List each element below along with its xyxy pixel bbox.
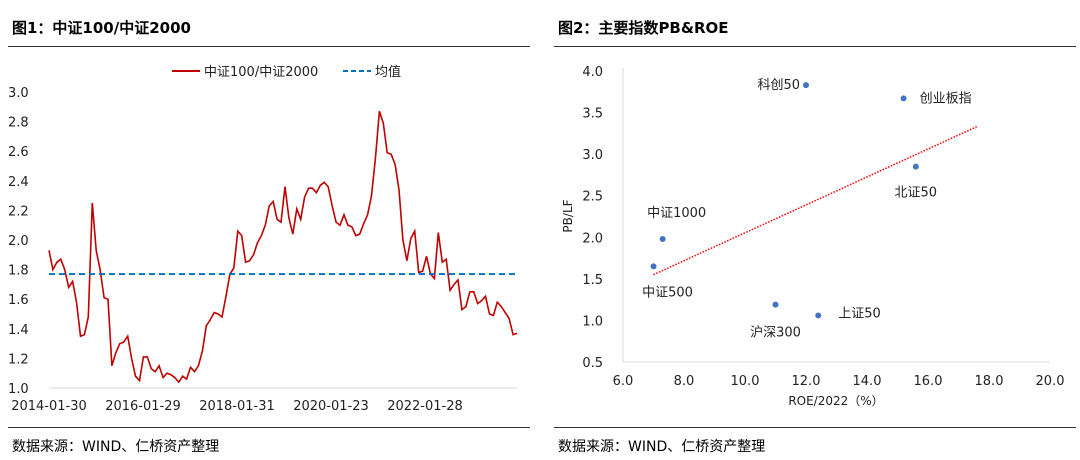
y-tick-label: 4.0 [582,65,603,80]
x-tick-label: 2014-01-30 [11,399,87,414]
data-label: 中证500 [642,285,693,300]
divider [554,46,1076,47]
y-tick-label: 2.0 [8,234,29,249]
data-label: 创业板指 [920,91,972,106]
data-label: 沪深300 [750,325,801,341]
divider [8,427,530,428]
y-tick-label: 2.2 [8,204,29,219]
y-tick-label: 1.0 [582,314,603,329]
x-tick-label: 10.0 [731,374,760,389]
series-line-ratio [48,110,518,384]
x-tick-label: 2022-01-28 [387,399,463,414]
data-point [659,235,666,242]
divider [8,46,530,47]
data-point [650,263,657,270]
y-tick-label: 1.8 [8,264,29,279]
source-note: 数据来源：WIND、仁桥资产整理 [12,439,220,455]
x-tick-label: 6.0 [613,374,634,389]
y-tick-label: 2.6 [8,145,29,160]
data-label: 中证1000 [647,206,706,221]
x-tick-label: 2018-01-31 [199,399,275,414]
x-tick-label: 12.0 [792,374,821,389]
x-tick-label: 2020-01-23 [293,399,369,414]
y-tick-label: 1.5 [582,273,603,288]
data-point [772,301,779,308]
x-tick-label: 8.0 [674,374,695,389]
data-point [912,163,919,170]
source-note: 数据来源：WIND、仁桥资产整理 [558,439,766,455]
x-axis-label: ROE/2022（%） [788,394,883,408]
data-label: 上证50 [838,306,881,321]
x-tick-label: 16.0 [914,374,943,389]
x-tick-label: 14.0 [853,374,882,389]
left-chart-title: 图1：中证100/中证2000 [12,19,191,37]
legend-label-ratio: 中证100/中证2000 [204,65,318,80]
legend-label-mean: 均值 [375,64,401,80]
y-tick-label: 3.5 [582,107,603,122]
y-tick-label: 1.0 [8,382,29,397]
y-tick-label: 3.0 [8,86,29,101]
trendline [653,126,978,276]
y-tick-label: 1.6 [8,293,29,308]
y-tick-label: 0.5 [582,356,603,371]
x-tick-label: 2016-01-29 [105,399,181,414]
divider [554,427,1076,428]
y-axis-label: PB/LF [561,199,575,232]
data-point [900,95,907,102]
data-point [803,82,809,89]
y-tick-label: 1.2 [8,352,29,367]
data-label: 北证50 [895,186,938,201]
data-point [815,312,822,319]
x-tick-label: 20.0 [1036,374,1065,389]
right-chart-title: 图2：主要指数PB&ROE [558,19,729,37]
y-tick-label: 2.4 [8,175,29,190]
y-tick-label: 2.8 [8,116,29,131]
x-tick-label: 18.0 [975,374,1004,389]
y-tick-label: 2.5 [582,190,603,205]
y-tick-label: 1.4 [8,323,29,338]
y-tick-label: 3.0 [582,148,603,163]
data-label: 科创50 [757,78,800,93]
y-tick-label: 2.0 [582,231,603,246]
